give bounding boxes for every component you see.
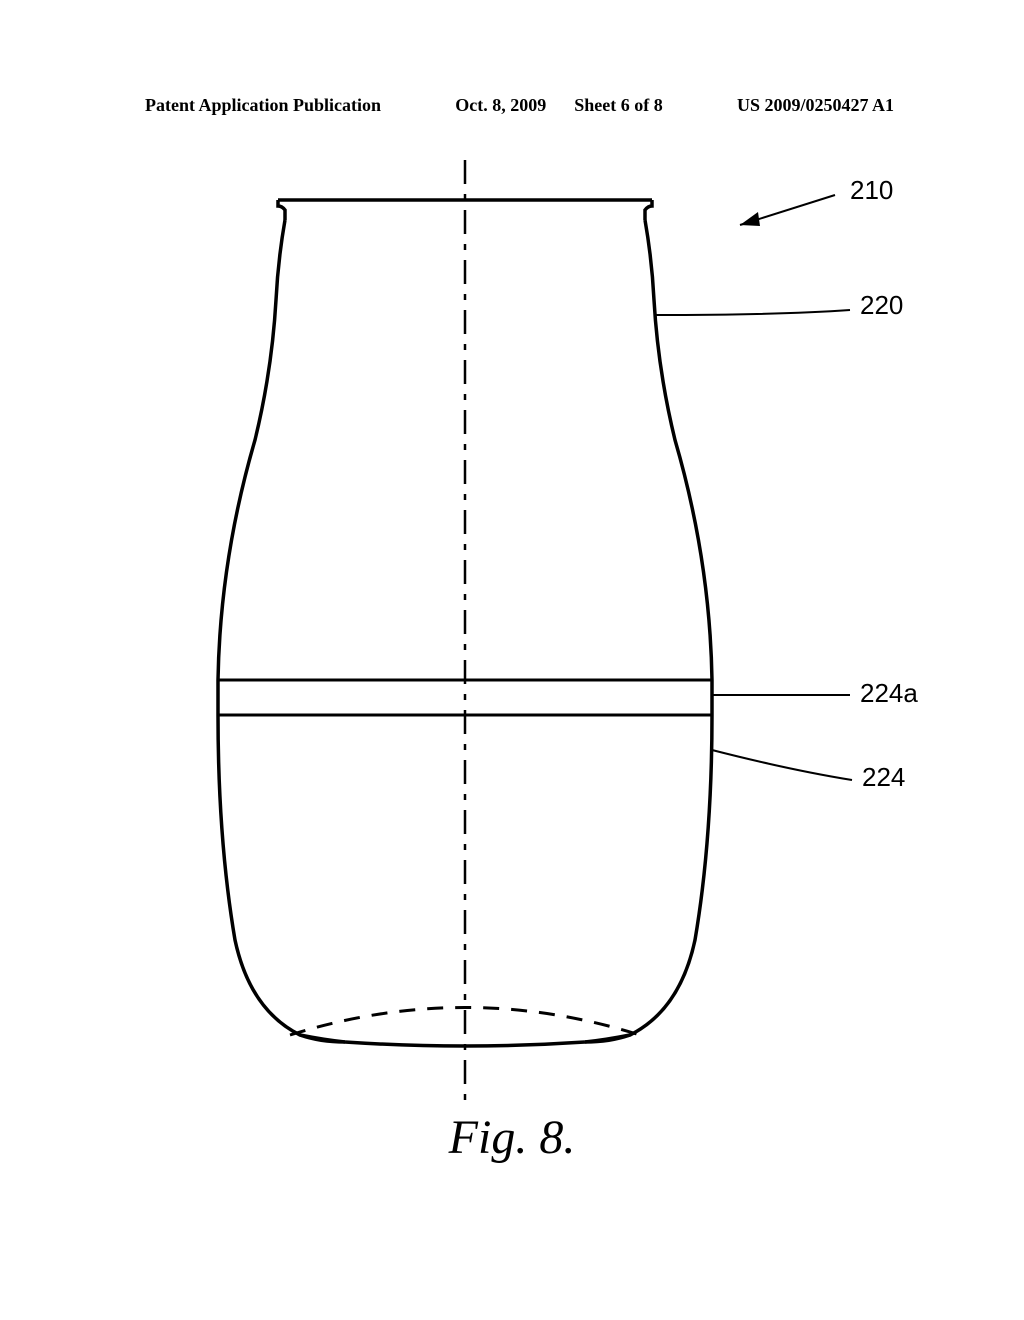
patent-figure: 210 220 224a 224 (100, 140, 924, 1200)
figure-svg (100, 140, 924, 1200)
container-right-outline (585, 220, 712, 1042)
header-publication: Patent Application Publication (145, 95, 381, 116)
figure-caption: Fig. 8. (0, 1110, 1024, 1165)
leader-224 (712, 750, 852, 780)
ref-220: 220 (860, 290, 903, 321)
header-pubno: US 2009/0250427 A1 (737, 95, 894, 116)
ref-210: 210 (850, 175, 893, 206)
header-date: Oct. 8, 2009 (455, 95, 546, 116)
header-sheet: Sheet 6 of 8 (574, 95, 663, 116)
ref-224: 224 (862, 762, 905, 793)
container-left-outline (218, 220, 345, 1042)
leader-210-arrow (740, 212, 760, 226)
leader-220 (656, 310, 850, 315)
ref-224a: 224a (860, 678, 918, 709)
